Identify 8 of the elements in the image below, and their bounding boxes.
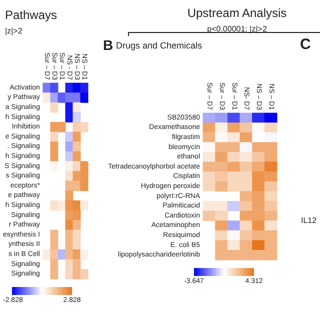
text: Drugs and Chemicals <box>116 40 203 50</box>
chart-subtitle: p<0.00001; |z|>2 <box>207 24 268 34</box>
text: IL12 <box>301 216 317 225</box>
chart-subtitle: |z|>2 <box>5 26 23 36</box>
text: C <box>300 36 311 53</box>
chart-title: Upstream Analysis <box>187 6 287 20</box>
text: B <box>103 37 114 53</box>
chart-title: Pathways <box>5 8 58 22</box>
